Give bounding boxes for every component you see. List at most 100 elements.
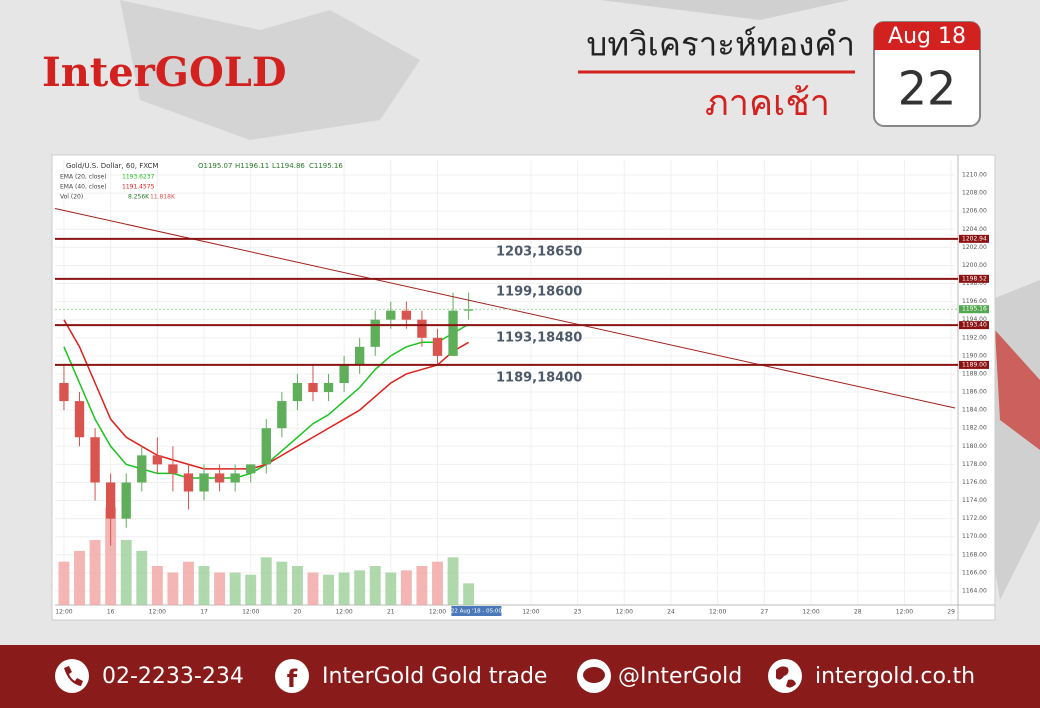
level-note: 1199,18600 [496, 284, 582, 299]
price-tag-label: 1189.00 [962, 361, 987, 368]
phone-glyph [64, 666, 83, 686]
candle-body [355, 346, 365, 365]
price-tag-label: 1195.16 [962, 306, 987, 313]
volume-bar [198, 566, 210, 605]
price-tag [959, 234, 989, 243]
candle-body [308, 382, 318, 393]
legend-value: 8.256K [128, 194, 150, 201]
chart-frame [51, 154, 996, 621]
footer: 02-2233-234 f InterGold Gold trade @Inte… [55, 659, 975, 693]
web-icon [768, 659, 802, 693]
candle-body [339, 364, 349, 383]
volume-bar [58, 561, 70, 605]
volume-bar [183, 561, 194, 605]
calendar-header [874, 22, 980, 50]
level-note: 1203,18650 [496, 244, 582, 259]
y-tick-label: 1190.00 [962, 352, 987, 359]
volume-bar [89, 540, 101, 605]
calendar-day: 22 [898, 62, 957, 116]
candle-body [277, 401, 287, 429]
candle-body [463, 309, 474, 311]
y-tick-label: 1170.00 [962, 533, 987, 540]
y-tick-label: 1204.00 [962, 226, 987, 233]
volume-bar [463, 583, 475, 605]
price-tag [959, 305, 989, 314]
y-tick-label: 1184.00 [962, 407, 987, 414]
legend-value: 11.818K [150, 194, 176, 201]
volume-bar [260, 557, 272, 605]
line-glyph [583, 667, 605, 683]
volume-bar [167, 572, 179, 605]
y-tick-label: 1210.00 [962, 172, 987, 179]
x-tick-label: 12:00 [335, 609, 352, 616]
y-tick-label: 1182.00 [962, 425, 987, 432]
volume-bar [307, 572, 319, 605]
candle-body [417, 319, 427, 338]
x-tick-label: 12:00 [149, 609, 166, 616]
ohlc-label: H1196.11 [235, 162, 269, 170]
x-tick-label: 12:00 [616, 609, 633, 616]
brand: InterGOLD [42, 49, 287, 96]
volume-bar [105, 507, 117, 605]
volume-bar [369, 566, 381, 605]
footer-line: @InterGold [618, 664, 742, 689]
trendline [54, 207, 956, 409]
x-tick-label: 12:00 [429, 609, 446, 616]
volume-bar [245, 574, 257, 605]
volume-bar [323, 574, 334, 605]
candle-body [246, 464, 256, 474]
volume-bar [291, 566, 303, 605]
level-note: 1189,18400 [496, 370, 582, 385]
x-tick-label: 12:00 [802, 609, 819, 616]
price-tag [959, 360, 989, 369]
volume-bar [214, 572, 226, 605]
candle-body [386, 310, 396, 320]
decor [995, 330, 1040, 450]
candle-body [137, 455, 147, 483]
y-tick-label: 1174.00 [962, 497, 987, 504]
web-glyph [776, 666, 796, 688]
ohlc-label: L1194.86 [272, 162, 305, 170]
legend-name: Vol (20) [60, 194, 83, 201]
footer-facebook: InterGold Gold trade [322, 664, 547, 689]
volume-bar [151, 566, 163, 605]
candle-body [432, 337, 443, 356]
price-tag [959, 274, 989, 283]
volume-bar [447, 557, 459, 605]
footer-bar [0, 645, 1040, 708]
price-tag-label: 1198.52 [962, 275, 987, 282]
candle-body [448, 310, 458, 356]
volume-bar [120, 540, 132, 605]
candle-body [152, 455, 163, 465]
chart: 1164.00 1166.00 1168.00 1170.00 1172.00 1174.… [54, 155, 995, 620]
y-tick-label: 1194.00 [962, 316, 987, 323]
x-tick-label: 12:00 [55, 609, 72, 616]
level-note: 1193,18480 [496, 331, 582, 346]
cursor-box [451, 606, 502, 616]
ohlc-label: O1195.07 [198, 162, 232, 170]
y-tick-label: 1178.00 [962, 461, 987, 468]
ohlc-label: C1195.16 [309, 162, 343, 170]
price-tag-label: 1202.94 [962, 235, 987, 242]
legend-value: 1191.4575 [122, 184, 155, 191]
x-tick-label: 16 [107, 609, 115, 616]
volume-bar [385, 572, 397, 605]
volume-bar [276, 561, 288, 605]
phone-icon [55, 659, 89, 693]
price-tag-label: 1193.40 [962, 322, 987, 329]
candle-body [230, 473, 240, 483]
x-tick-label: 17 [200, 609, 208, 616]
x-tick-label: 12:00 [709, 609, 726, 616]
y-tick-label: 1168.00 [962, 551, 987, 558]
y-tick-label: 1192.00 [962, 334, 987, 341]
candle-body [105, 482, 116, 519]
candle-body [59, 382, 69, 402]
calendar: Aug 18 22 [873, 21, 981, 127]
legend-value: 1193.6237 [122, 174, 155, 181]
y-tick-label: 1166.00 [962, 569, 987, 576]
footer-web: intergold.co.th [815, 664, 975, 689]
candle-body [74, 401, 85, 438]
volume-bar [432, 561, 443, 605]
x-tick-label: 21 [387, 609, 395, 616]
facebook-glyph: f [287, 665, 298, 693]
